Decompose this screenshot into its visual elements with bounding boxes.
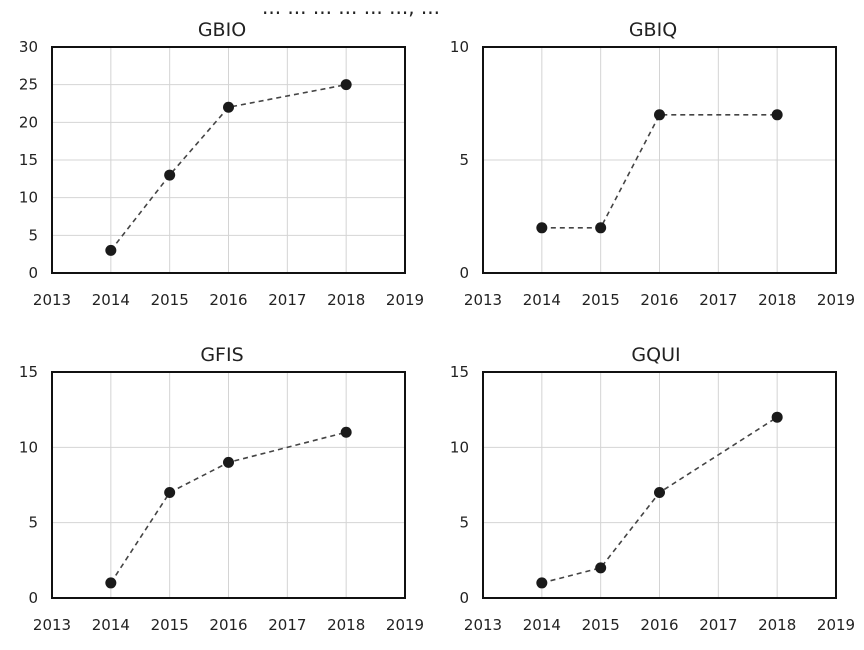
data-point: [536, 577, 548, 589]
x-tick-label: 2014: [92, 291, 130, 309]
x-tick-label: 2017: [268, 291, 306, 309]
y-tick-label: 20: [19, 113, 38, 131]
x-tick-label: 2019: [817, 616, 855, 634]
series-line: [110, 83, 347, 251]
y-tick-label: 10: [450, 38, 469, 56]
x-tick-label: 2013: [464, 616, 502, 634]
data-point: [340, 426, 352, 438]
x-tick-label: 2018: [758, 291, 796, 309]
x-tick-label: 2019: [386, 291, 424, 309]
chart-title: GBIQ: [629, 19, 677, 41]
x-tick-label: 2019: [386, 616, 424, 634]
plot-frame: [482, 46, 837, 274]
y-tick-label: 0: [459, 264, 469, 282]
x-tick-label: 2018: [327, 291, 365, 309]
data-point: [536, 222, 548, 234]
chart-title: GFIS: [200, 344, 243, 366]
x-tick-label: 2016: [209, 616, 247, 634]
y-tick-label: 5: [28, 514, 38, 532]
data-point: [223, 456, 234, 468]
y-tick-label: 30: [19, 38, 38, 56]
x-tick-label: 2017: [699, 291, 737, 309]
y-tick-label: 10: [19, 438, 38, 456]
top-clipped-text: ... ... ... ... ... ..., ...: [262, 0, 440, 19]
y-tick-label: 0: [28, 264, 38, 282]
x-tick-label: 2015: [582, 616, 620, 634]
chart-panel-gbiq: GBIQ 2013 2014 2015 2016 2017 2018 2019 0 5 10: [450, 19, 855, 309]
x-tick-label: 2017: [268, 616, 306, 634]
data-point: [105, 577, 117, 589]
x-tick-label: 2018: [758, 616, 796, 634]
data-point: [771, 411, 783, 423]
x-tick-label: 2014: [92, 616, 130, 634]
x-tick-label: 2013: [33, 291, 71, 309]
x-tick-label: 2013: [33, 616, 71, 634]
plot-frame: [51, 46, 406, 274]
y-tick-label: 5: [459, 151, 469, 169]
x-tick-label: 2017: [699, 616, 737, 634]
data-point: [771, 109, 783, 121]
x-tick-label: 2014: [523, 616, 561, 634]
x-tick-label: 2016: [640, 291, 678, 309]
x-tick-label: 2014: [523, 291, 561, 309]
data-point: [595, 222, 607, 234]
series-line: [541, 416, 778, 584]
series-line: [541, 114, 778, 229]
data-point: [223, 101, 234, 113]
series-line: [110, 431, 347, 584]
y-tick-label: 0: [28, 589, 38, 607]
data-point: [340, 79, 352, 91]
plot-frame: [482, 371, 837, 599]
x-tick-label: 2016: [209, 291, 247, 309]
chart-title: GQUI: [631, 344, 680, 366]
data-point: [164, 487, 176, 499]
x-tick-label: 2013: [464, 291, 502, 309]
data-point: [654, 487, 665, 499]
y-tick-label: 10: [19, 189, 38, 207]
x-tick-label: 2015: [151, 616, 189, 634]
data-point: [595, 562, 607, 574]
plot-frame: [51, 371, 406, 599]
x-tick-label: 2019: [817, 291, 855, 309]
chart-panel-gfis: GFIS 2013 2014 2015 2016 2017 2018 2019 0 5 10 15: [19, 344, 424, 634]
y-tick-label: 15: [450, 363, 469, 381]
x-tick-label: 2016: [640, 616, 678, 634]
y-tick-label: 15: [19, 151, 38, 169]
x-tick-label: 2015: [151, 291, 189, 309]
y-tick-label: 10: [450, 438, 469, 456]
y-tick-label: 5: [459, 514, 469, 532]
y-tick-label: 0: [459, 589, 469, 607]
y-tick-label: 25: [19, 76, 38, 94]
x-tick-label: 2018: [327, 616, 365, 634]
data-point: [105, 244, 117, 256]
y-tick-label: 15: [19, 363, 38, 381]
data-point: [164, 169, 176, 181]
chart-title: GBIO: [198, 19, 246, 41]
chart-panel-gbio: GBIO 2013 2014 2015 2016 2017 2018 2019 0 5 10 15 20…: [19, 19, 424, 309]
data-point: [654, 109, 665, 121]
chart-panel-gqui: GQUI 2013 2014 2015 2016 2017 2018 2019 0 5 10 15: [450, 344, 855, 634]
y-tick-label: 5: [28, 226, 38, 244]
x-tick-label: 2015: [582, 291, 620, 309]
